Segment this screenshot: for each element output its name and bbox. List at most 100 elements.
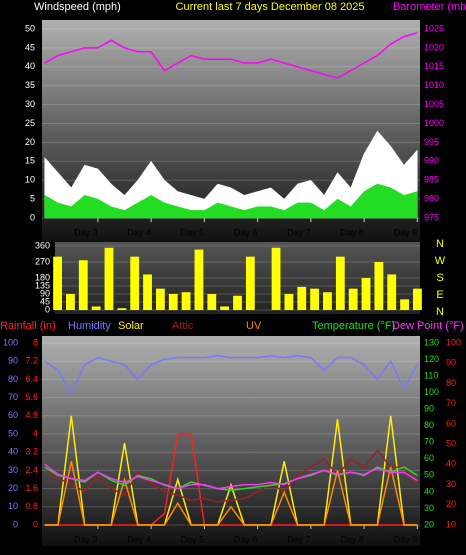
x-tick-label: Day 9 (394, 534, 418, 544)
y-tick-label: 8 (33, 337, 38, 347)
y-tick-label: 50 (25, 23, 35, 33)
y-tick-label: 90 (8, 356, 18, 366)
y-tick-label: 70 (424, 437, 434, 447)
series-line (44, 354, 418, 396)
x-tick-label: Day 4 (127, 227, 151, 237)
y-tick-label: 10 (25, 175, 35, 185)
y-tick-label: 10 (8, 501, 18, 511)
bar (78, 260, 88, 310)
y-tick-label: 7.2 (25, 356, 38, 366)
y-tick-label: 25 (25, 118, 35, 128)
y-tick-label: 135 (35, 280, 50, 290)
y-tick-label: 40 (8, 447, 18, 457)
bar (413, 288, 422, 310)
series-line (44, 32, 418, 79)
y-tick-label: 180 (35, 272, 50, 282)
y-tick-label: 30 (446, 479, 456, 489)
bar (117, 308, 127, 310)
y-tick-label: 995 (424, 137, 439, 147)
y-tick-label: 1015 (424, 61, 444, 71)
y2-axis-title: Barometer (mb) (393, 1, 466, 13)
y-tick-label: 0 (13, 519, 18, 529)
bar (91, 306, 101, 310)
y-tick-label: 30 (424, 503, 434, 513)
y-tick-label: 40 (424, 486, 434, 496)
y-tick-label: 15 (25, 156, 35, 166)
bar (284, 294, 294, 310)
y-tick-label: 60 (8, 410, 18, 420)
x-tick-label: Day 6 (234, 534, 258, 544)
y-tick-label: 1010 (424, 80, 444, 90)
x-tick-label: Day 5 (181, 534, 205, 544)
legend-entry: UV (246, 320, 262, 332)
x-tick-label: Day 8 (340, 534, 364, 544)
bar (104, 247, 114, 310)
y-tick-label: 10 (446, 519, 456, 529)
y-tick-label: 100 (3, 337, 18, 347)
y-tick-label: 2.4 (25, 465, 38, 475)
y-tick-label: 50 (446, 438, 456, 448)
y-tick-label: 0.8 (25, 501, 38, 511)
x-tick-label: Day 7 (287, 534, 311, 544)
bar (66, 294, 75, 310)
y-tick-label: 45 (25, 42, 35, 52)
y-tick-label: 0 (30, 212, 35, 222)
y-tick-label: 985 (424, 175, 439, 185)
y-tick-label: 100 (446, 337, 461, 347)
x-tick-label: Day 3 (74, 227, 98, 237)
bar (168, 294, 178, 310)
bar (387, 274, 397, 310)
y-tick-label: 4 (33, 428, 38, 438)
series-line (44, 449, 418, 503)
x-tick-label: Day 7 (287, 227, 311, 237)
y-tick-label: 130 (424, 337, 439, 347)
y-tick-label: 1025 (424, 23, 444, 33)
x-tick-label: Day 4 (127, 534, 151, 544)
bar (207, 294, 217, 310)
y-tick-label: 45 (40, 296, 50, 306)
bar (220, 306, 230, 310)
y-tick-label: 50 (424, 470, 434, 480)
y-tick-label: 20 (424, 519, 434, 529)
y-tick-label: 6.4 (25, 374, 38, 384)
bar (361, 278, 371, 310)
y-tick-label: 30 (8, 465, 18, 475)
y-tick-label: 5.6 (25, 392, 38, 402)
legend-entry: Attic (172, 320, 194, 332)
bar (271, 247, 281, 310)
y-tick-label: 70 (8, 392, 18, 402)
y-tick-label: 20 (446, 499, 456, 509)
x-tick-label: Day 9 (394, 227, 418, 237)
y-tick-label: 90 (446, 358, 456, 368)
y-tick-label: 4.8 (25, 410, 38, 420)
y-tick-label: 990 (424, 156, 439, 166)
y-tick-label: 30 (25, 99, 35, 109)
panel-bg (42, 336, 420, 546)
y-tick-label: 110 (424, 370, 438, 380)
series-area (44, 130, 418, 219)
y-tick-label: 1020 (424, 42, 444, 52)
y-tick-label: 50 (8, 428, 18, 438)
bar (348, 288, 358, 310)
y-tick-label: 100 (424, 387, 439, 397)
y-tick-label: 40 (446, 459, 456, 469)
y-tick-label: 120 (424, 354, 439, 364)
bar (143, 274, 152, 310)
series-line (44, 463, 418, 490)
bar (155, 288, 165, 310)
y-tick-label: 40 (25, 61, 35, 71)
compass-label: S (436, 272, 443, 284)
bar (400, 299, 409, 310)
x-tick-label: Day 8 (340, 227, 364, 237)
legend-entry: Rainfall (in) (0, 320, 56, 332)
bar (53, 256, 62, 310)
y-tick-label: 80 (424, 420, 434, 430)
chart-title: Current last 7 days December 08 2025 (176, 1, 365, 13)
y-tick-label: 0 (33, 519, 38, 529)
bar (335, 256, 345, 310)
y-tick-label: 3.2 (25, 447, 38, 457)
y-tick-label: 80 (8, 374, 18, 384)
compass-label: E (436, 289, 443, 301)
y-tick-label: 90 (40, 288, 50, 298)
y-tick-label: 20 (25, 137, 35, 147)
